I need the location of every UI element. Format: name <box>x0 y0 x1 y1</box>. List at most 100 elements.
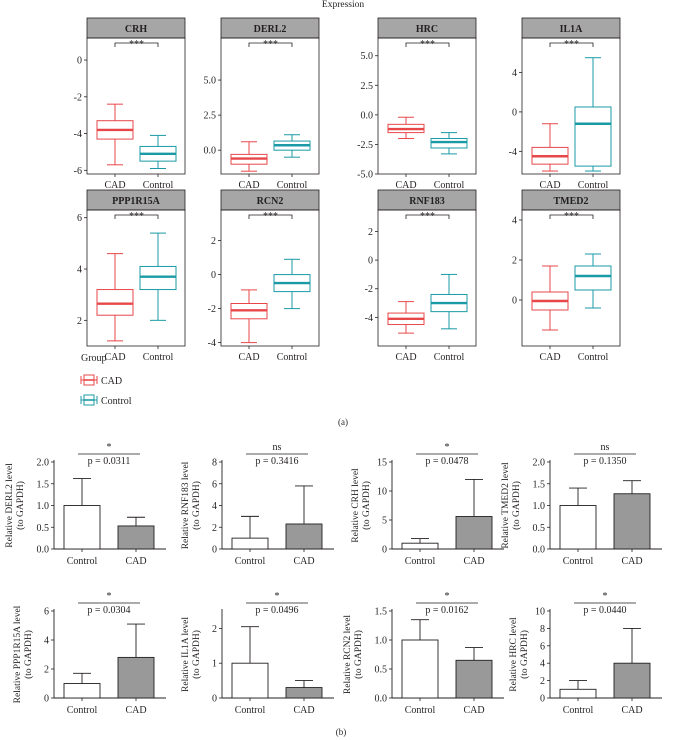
x-tick-label: Control <box>563 556 594 567</box>
y-tick-label: 0 <box>44 694 49 705</box>
y-tick-label: 4 <box>540 659 545 670</box>
y-tick-label: 6 <box>212 479 217 490</box>
panel-title: HRC <box>416 24 438 35</box>
box-cad <box>387 116 425 140</box>
bar-control <box>401 639 439 699</box>
significance-bracket <box>248 42 293 47</box>
significance-label: *** <box>420 211 435 222</box>
barchart-hrc: 0 2 4 6 8 10 Relative HRC level(to GAPDH) Contr… <box>509 591 662 716</box>
x-tick-label: CAD <box>125 705 146 716</box>
y-tick-label: 0 <box>368 256 373 267</box>
y-tick-label: 6 <box>44 607 49 618</box>
significance-label: *** <box>420 39 435 50</box>
box-control <box>574 253 612 309</box>
bar-control <box>63 505 101 550</box>
significance-label: * <box>603 591 608 602</box>
barchart-ppp1r15a: 0 2 4 6 Relative PPP1R15A level(to GAPDH) Con… <box>13 591 166 716</box>
box-control <box>139 134 177 169</box>
box-control <box>430 132 468 155</box>
box-control <box>139 232 177 321</box>
y-axis-label: Relative RNF183 level(to GAPDH) <box>181 461 202 549</box>
x-tick-label: Control <box>235 556 266 567</box>
panel-frame <box>377 209 477 347</box>
y-tick-label: 2 <box>540 676 545 687</box>
y-tick-label: 1.0 <box>37 501 50 512</box>
y-tick-label: 0 <box>212 545 217 556</box>
box-iqr <box>139 265 177 291</box>
y-tick-label: 0 <box>212 694 217 705</box>
x-tick-label: CAD <box>539 352 560 363</box>
p-value-label: p = 0.0496 <box>255 605 298 616</box>
boxplot-ppp1r15a: PPP1R15A 6 4 2 *** CAD Control <box>77 189 186 363</box>
y-tick-label: 4 <box>77 265 82 276</box>
y-tick-label: 2 <box>368 227 373 238</box>
bar-control <box>401 542 439 550</box>
y-tick-label: 8 <box>540 624 545 635</box>
box-iqr <box>574 106 612 167</box>
x-tick-label: CAD <box>395 180 416 191</box>
boxplot-rcn2: RCN2 2 0 -2 -4 *** CAD Control <box>208 189 320 363</box>
y-tick-label: 0 <box>77 56 82 67</box>
figure-title: Expression <box>322 0 364 10</box>
bar-control <box>559 688 597 699</box>
box-control <box>430 273 468 330</box>
bar-cad <box>455 516 493 550</box>
x-tick-label: Control <box>563 705 594 716</box>
y-tick-label: 2.0 <box>533 458 546 469</box>
y-tick-label: 2.5 <box>361 81 374 92</box>
panel-frame <box>521 209 621 347</box>
x-tick-label: Control <box>434 352 465 363</box>
x-tick-label: Control <box>434 180 465 191</box>
y-tick-label: 10 <box>535 607 545 618</box>
y-tick-label: 0 <box>512 107 517 118</box>
p-value-label: p = 0.3416 <box>255 456 298 467</box>
significance-label: * <box>107 591 112 602</box>
x-tick-label: Control <box>143 352 174 363</box>
y-tick-label: 2.0 <box>37 458 50 469</box>
panel-a-label: (a) <box>338 417 348 427</box>
x-tick-label: CAD <box>463 705 484 716</box>
panel-a-boxplots: CRH 0 -2 -4 -6 *** CAD Control DERL2 5.0 2.5 0.0 ***… <box>74 17 621 363</box>
y-tick-label: -4 <box>74 129 82 140</box>
p-value-label: p = 0.1350 <box>583 456 626 467</box>
significance-label: * <box>445 442 450 453</box>
panel-title: TMED2 <box>554 196 589 207</box>
y-tick-label: 0.0 <box>533 545 546 556</box>
y-tick-label: 0.5 <box>37 523 50 534</box>
bar-control <box>63 683 101 699</box>
legend-label: CAD <box>101 376 122 387</box>
y-axis-label: Relative CRH level(to GAPDH) <box>351 468 372 543</box>
box-cad <box>96 253 134 342</box>
significance-label: ns <box>601 442 610 453</box>
significance-bracket <box>405 42 450 47</box>
x-tick-label: CAD <box>125 556 146 567</box>
significance-bracket <box>114 214 159 219</box>
box-iqr <box>96 289 134 316</box>
y-tick-label: 1.5 <box>375 607 388 618</box>
y-tick-label: 6 <box>77 213 82 224</box>
panel-b-label: (b) <box>336 727 347 737</box>
barchart-crh: 0 5 10 15 Relative CRH level(to GAPDH) Contro… <box>351 442 504 567</box>
y-tick-label: 2 <box>212 624 217 635</box>
box-cad <box>230 289 268 344</box>
y-tick-label: 0 <box>512 296 517 307</box>
y-axis-label-line: Relative RNF183 level <box>181 461 191 549</box>
significance-label: *** <box>263 211 278 222</box>
bar-cad <box>117 656 155 699</box>
significance-bracket <box>549 42 594 47</box>
y-axis-label-line: (to GAPDH) <box>23 630 34 679</box>
bar-cad <box>285 523 323 550</box>
significance-label: *** <box>564 39 579 50</box>
significance-label: ns <box>273 442 282 453</box>
y-axis-label: Relative RCN2 level(to GAPDH) <box>343 615 364 695</box>
y-axis-label: Relative DERL2 level(to GAPDH) <box>5 463 26 548</box>
barchart-rnf183: 0 2 4 6 8 Relative RNF183 level(to GAPDH) Cont… <box>181 442 334 567</box>
y-axis-label-line: Relative TMED2 level <box>501 462 511 549</box>
significance-label: *** <box>263 39 278 50</box>
y-tick-label: -2.5 <box>357 140 373 151</box>
x-tick-label: Control <box>143 180 174 191</box>
y-tick-label: 4 <box>44 636 49 647</box>
x-tick-label: Control <box>67 705 98 716</box>
y-tick-label: 1.5 <box>533 479 546 490</box>
significance-bracket <box>114 42 159 47</box>
